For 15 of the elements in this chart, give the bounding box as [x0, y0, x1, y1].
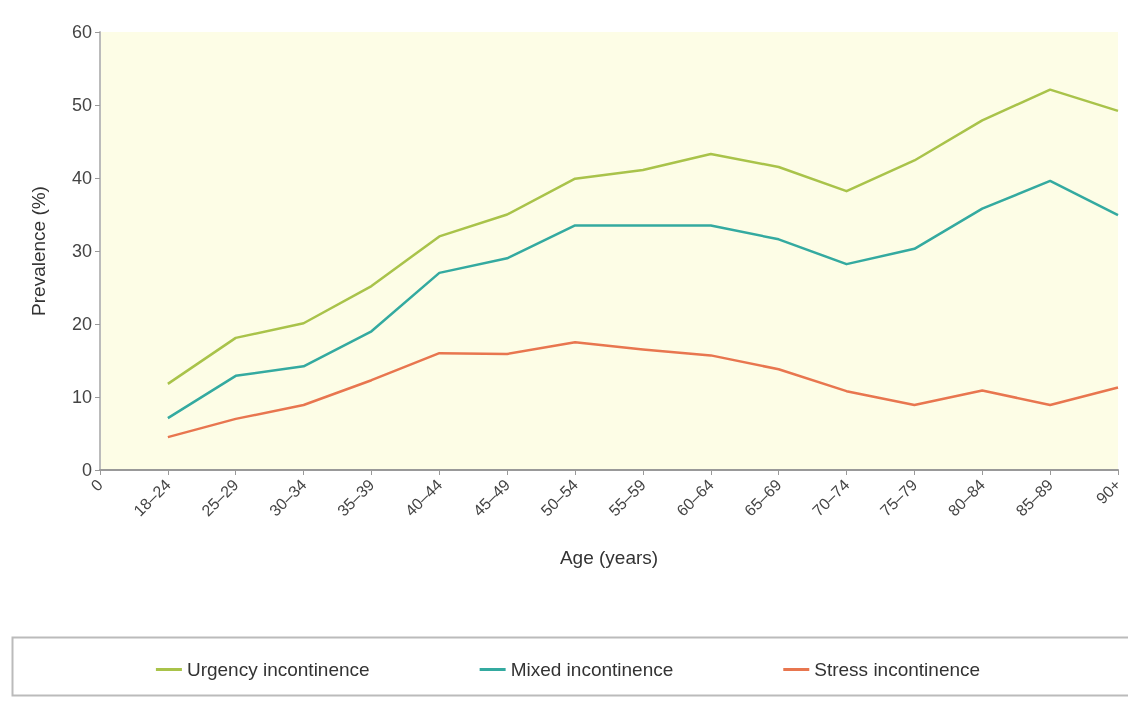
- legend-label: Stress incontinence: [814, 659, 981, 680]
- line-series: [166, 88, 1120, 386]
- y-tick-label: 30: [71, 241, 92, 261]
- legend-label: Mixed incontinence: [510, 659, 674, 680]
- y-tick-label: 40: [71, 168, 92, 188]
- legend-label: Urgency incontinence: [186, 659, 370, 680]
- line-series: [166, 179, 1120, 420]
- x-tick-label: 90+: [1092, 475, 1125, 508]
- line-series: [166, 341, 1120, 439]
- y-tick-label: 50: [71, 95, 92, 115]
- x-axis-title: Age (years): [559, 547, 659, 568]
- y-tick-label: 60: [71, 22, 92, 42]
- y-tick-label: 20: [71, 314, 92, 334]
- y-tick-label: 10: [71, 387, 92, 407]
- y-axis-title: Prevalence (%): [28, 186, 49, 316]
